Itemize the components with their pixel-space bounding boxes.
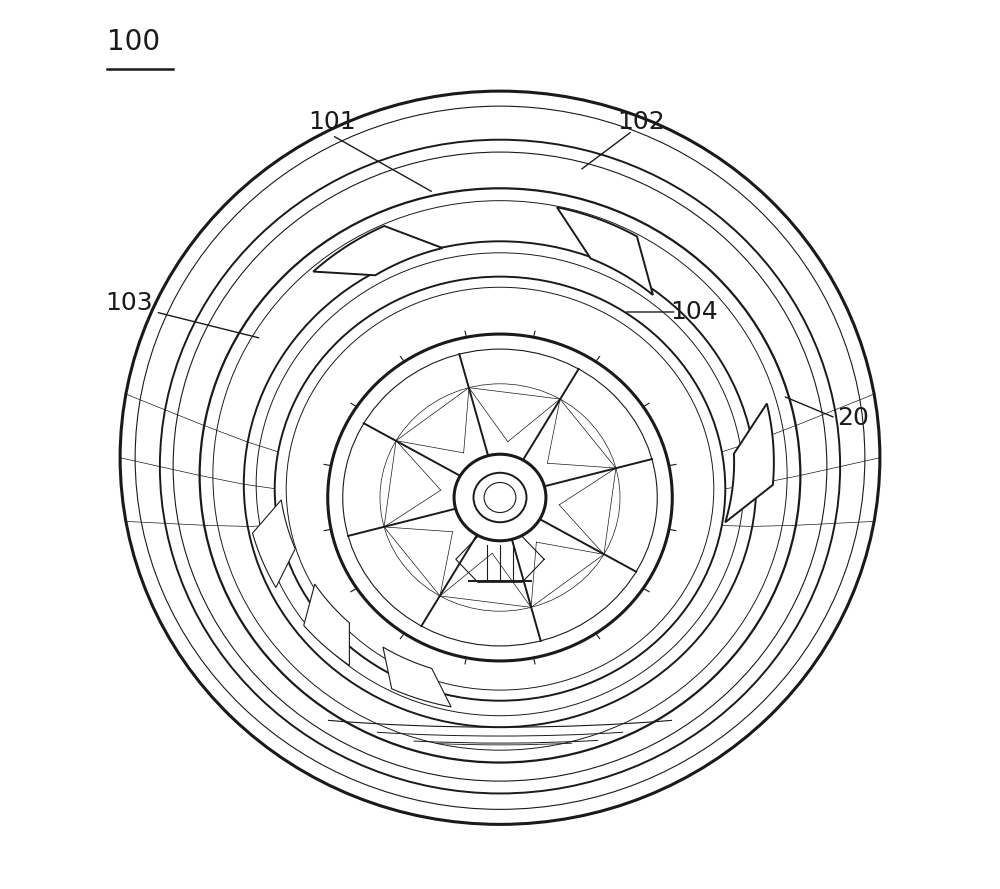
Polygon shape (383, 647, 451, 707)
Text: 104: 104 (670, 300, 718, 324)
Ellipse shape (454, 454, 546, 541)
Text: 100: 100 (107, 28, 160, 56)
Text: 103: 103 (105, 292, 153, 315)
Polygon shape (725, 404, 774, 523)
Polygon shape (253, 500, 295, 588)
Polygon shape (557, 207, 653, 295)
Text: 101: 101 (308, 110, 356, 134)
Polygon shape (304, 584, 349, 665)
Text: 102: 102 (617, 110, 665, 134)
Polygon shape (313, 226, 443, 276)
Text: 20: 20 (837, 406, 869, 430)
Ellipse shape (328, 334, 672, 661)
